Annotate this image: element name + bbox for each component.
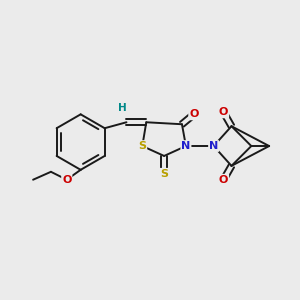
Text: H: H (118, 103, 127, 113)
Text: O: O (62, 175, 71, 185)
Text: S: S (160, 169, 168, 179)
Text: O: O (189, 109, 199, 119)
Text: N: N (181, 141, 190, 151)
Text: N: N (209, 141, 218, 151)
Text: O: O (219, 175, 228, 185)
Text: O: O (219, 107, 228, 117)
Text: S: S (138, 141, 146, 151)
